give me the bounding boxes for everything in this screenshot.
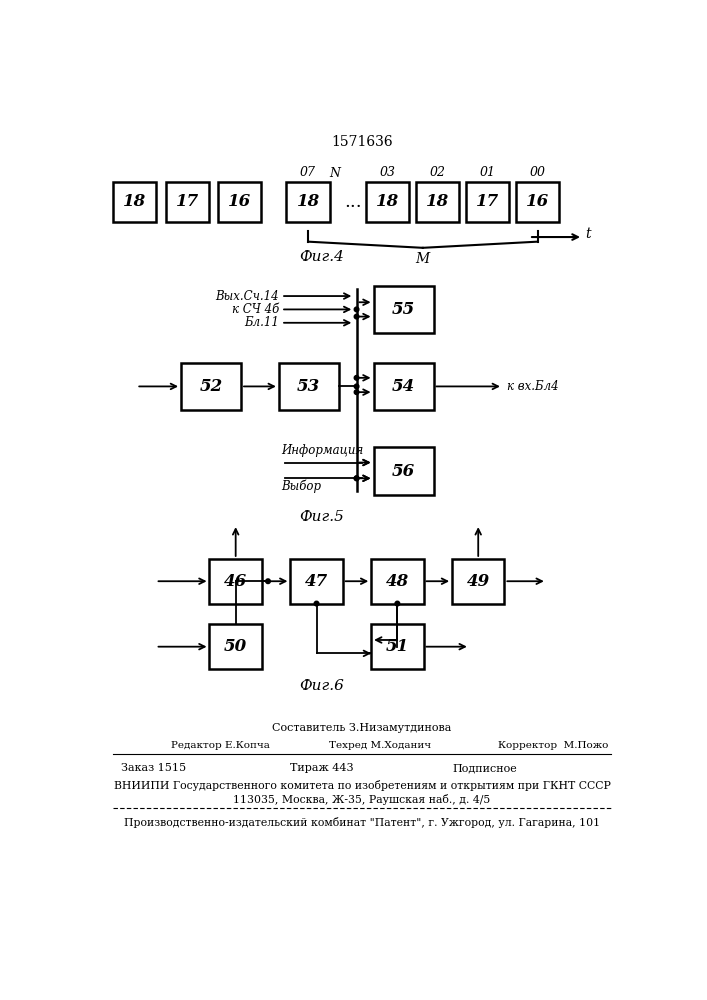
Text: Информация: Информация	[281, 444, 363, 457]
Circle shape	[354, 376, 359, 380]
Bar	[371, 624, 423, 669]
Text: Заказ 1515: Заказ 1515	[121, 763, 186, 773]
Bar	[373, 447, 433, 495]
Text: 03: 03	[380, 166, 395, 179]
Text: к СЧ 4б: к СЧ 4б	[232, 303, 279, 316]
Text: 48: 48	[386, 573, 409, 590]
Text: 17: 17	[476, 193, 499, 210]
Bar	[286, 182, 329, 222]
Circle shape	[354, 476, 359, 481]
Text: 02: 02	[429, 166, 445, 179]
Bar	[113, 182, 156, 222]
Bar	[209, 559, 262, 604]
Circle shape	[354, 390, 359, 394]
Text: Бл.11: Бл.11	[244, 316, 279, 329]
Bar	[371, 559, 423, 604]
Text: к вх.Бл4: к вх.Бл4	[507, 380, 559, 393]
Text: 18: 18	[123, 193, 146, 210]
Text: 07: 07	[300, 166, 316, 179]
Text: 54: 54	[392, 378, 415, 395]
Text: 00: 00	[530, 166, 546, 179]
Text: t: t	[585, 227, 591, 241]
Bar	[218, 182, 261, 222]
Text: Корректор  М.Пожо: Корректор М.Пожо	[498, 741, 609, 750]
Text: Вых.Сч.14: Вых.Сч.14	[215, 290, 279, 303]
Bar	[279, 363, 339, 410]
Text: Фиг.4: Фиг.4	[298, 250, 344, 264]
Text: 49: 49	[467, 573, 490, 590]
Text: 1571636: 1571636	[331, 135, 393, 149]
Text: 16: 16	[526, 193, 549, 210]
Text: ВНИИПИ Государственного комитета по изобретениям и открытиям при ГКНТ СССР: ВНИИПИ Государственного комитета по изоб…	[114, 780, 610, 791]
Text: 113035, Москва, Ж-35, Раушская наб., д. 4/5: 113035, Москва, Ж-35, Раушская наб., д. …	[233, 794, 491, 805]
Circle shape	[354, 384, 359, 389]
Text: Составитель З.Низамутдинова: Составитель З.Низамутдинова	[272, 723, 452, 733]
Text: Фиг.6: Фиг.6	[298, 679, 344, 693]
Text: Выбор: Выбор	[281, 479, 321, 493]
Bar	[209, 624, 262, 669]
Text: 17: 17	[175, 193, 199, 210]
Text: N: N	[329, 167, 341, 180]
Text: 18: 18	[296, 193, 320, 210]
Bar	[366, 182, 409, 222]
Bar	[516, 182, 559, 222]
Text: 50: 50	[224, 638, 247, 655]
Circle shape	[395, 601, 399, 606]
Text: Техред М.Ходанич: Техред М.Ходанич	[329, 741, 431, 750]
Text: 18: 18	[375, 193, 399, 210]
Text: 18: 18	[426, 193, 449, 210]
Circle shape	[266, 579, 270, 584]
Bar	[452, 559, 504, 604]
Bar	[181, 363, 241, 410]
Text: М: М	[416, 252, 430, 266]
Circle shape	[354, 307, 359, 312]
Text: Производственно-издательский комбинат "Патент", г. Ужгород, ул. Гагарина, 101: Производственно-издательский комбинат "П…	[124, 817, 600, 828]
Text: 46: 46	[224, 573, 247, 590]
Text: Тираж 443: Тираж 443	[291, 763, 354, 773]
Text: 16: 16	[228, 193, 251, 210]
Text: 52: 52	[199, 378, 223, 395]
Bar	[373, 363, 433, 410]
Bar	[165, 182, 209, 222]
Text: 53: 53	[297, 378, 320, 395]
Bar	[466, 182, 509, 222]
Bar	[373, 286, 433, 333]
Text: 01: 01	[479, 166, 496, 179]
Bar	[291, 559, 343, 604]
Circle shape	[314, 601, 319, 606]
Text: Редактор Е.Копча: Редактор Е.Копча	[171, 741, 270, 750]
Circle shape	[354, 314, 359, 319]
Text: 56: 56	[392, 463, 415, 480]
Bar	[416, 182, 459, 222]
Text: ...: ...	[345, 193, 362, 211]
Text: 51: 51	[386, 638, 409, 655]
Text: 55: 55	[392, 301, 415, 318]
Text: Фиг.5: Фиг.5	[298, 510, 344, 524]
Text: Подписное: Подписное	[452, 763, 517, 773]
Circle shape	[354, 476, 359, 481]
Text: 47: 47	[305, 573, 328, 590]
